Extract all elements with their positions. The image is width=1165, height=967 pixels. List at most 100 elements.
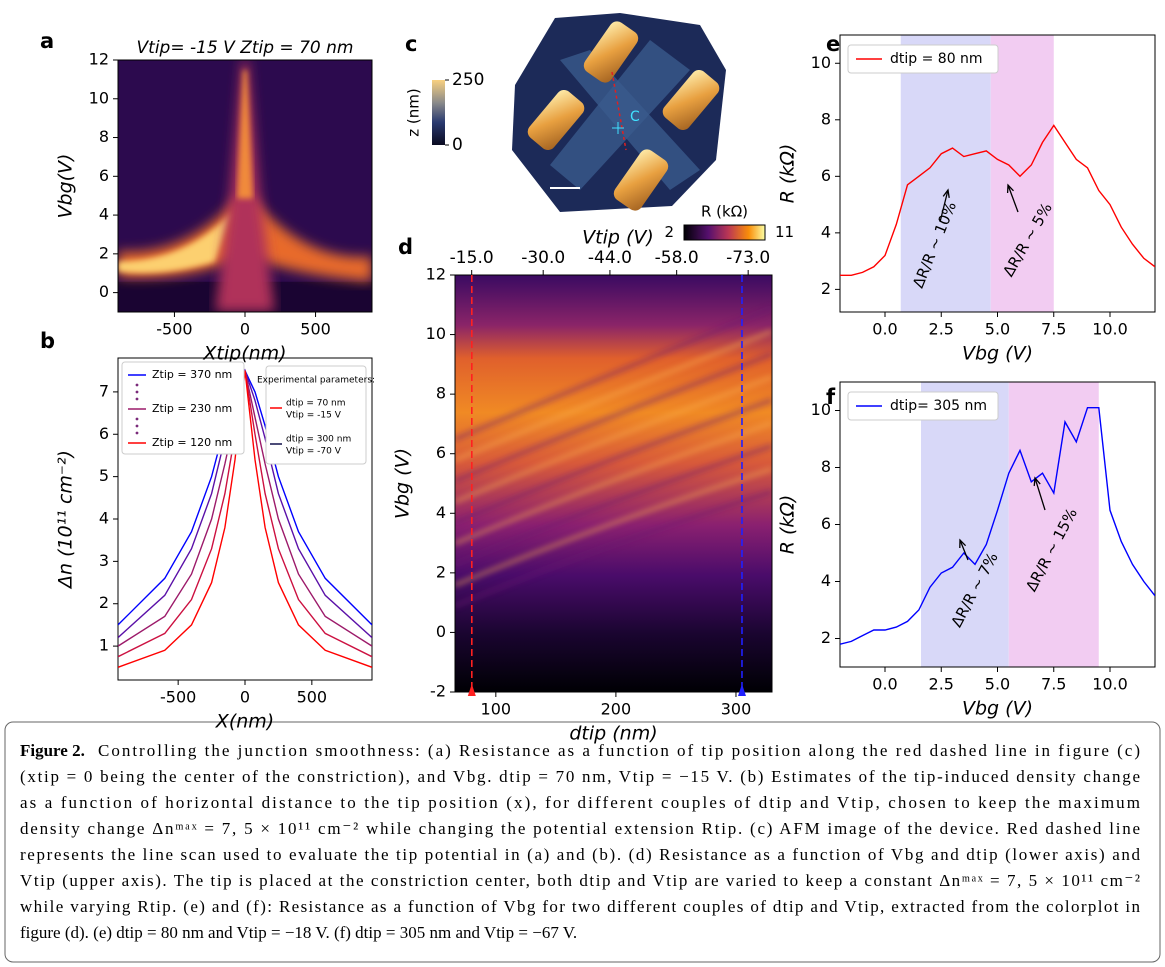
- x-tick-label: -500: [156, 320, 192, 339]
- y-tick-label: 12: [89, 50, 109, 69]
- x-tick-label: 100: [481, 700, 512, 719]
- colorbar-label: R (kΩ): [701, 203, 748, 221]
- caption-line: represents the line scan used to evaluat…: [20, 845, 1140, 864]
- y-tick-label: 10: [811, 53, 831, 72]
- plot-frame: [839, 34, 1156, 313]
- legend-dot: [135, 417, 139, 421]
- heatmap-streak: [455, 329, 772, 462]
- legend-title: Experimental parameters:: [257, 376, 375, 386]
- heatmap-streak: [455, 421, 772, 546]
- caption-line: figure (d). (e) dtip = 80 nm and Vtip = …: [20, 923, 577, 942]
- x-tick-label: 10.0: [1092, 675, 1128, 694]
- caption-line: while varying Rtip. (e) and (f): Resista…: [20, 897, 1141, 916]
- panel-label: f: [826, 385, 836, 409]
- arrow-head: [942, 188, 950, 198]
- legend-box: [847, 44, 999, 74]
- arrow-head: [959, 538, 967, 549]
- caption-line: (xtip = 0 being the center of the constr…: [20, 767, 1140, 786]
- y-tick-label: 6: [436, 443, 446, 462]
- panel-label: e: [826, 32, 840, 56]
- heatmap-bg: [455, 275, 772, 692]
- y-axis-label: Vbg (V): [392, 448, 414, 519]
- y-tick-label: 0: [436, 622, 446, 641]
- heatmap-feature: [118, 211, 233, 273]
- image-annotation: C: [630, 109, 640, 125]
- y-tick-label: 8: [821, 457, 831, 476]
- colorbar-tick-label: 11: [775, 223, 794, 241]
- legend-dot: [135, 424, 139, 428]
- data-line: [840, 407, 1155, 645]
- x-tick-label: 300: [721, 700, 752, 719]
- heatmap-feature: [237, 70, 253, 199]
- marker-arrow: [467, 684, 476, 696]
- caption-box: [4, 721, 1161, 963]
- x-tick-label: 0.0: [872, 675, 897, 694]
- y-tick-label: 7: [99, 381, 109, 400]
- caption-line: Controlling the junction smoothness: (a)…: [98, 741, 1140, 760]
- highlight-span: [1008, 382, 1099, 667]
- y-tick-label: 8: [99, 127, 109, 146]
- y-tick-label: 8: [821, 109, 831, 128]
- x-tick-label: 0: [240, 688, 250, 707]
- x-tick-label: -500: [160, 688, 196, 707]
- y-tick-label: 2: [99, 243, 109, 262]
- legend-label: Ztip = 370 nm: [152, 368, 232, 381]
- annotation-arrow: [939, 189, 949, 223]
- heatmap-streak: [455, 467, 772, 588]
- colorbar-tick-label: 2: [664, 223, 674, 241]
- y-tick-label: 0: [99, 282, 109, 301]
- heatmap-streak: [455, 352, 772, 483]
- x2-tick-label: -73.0: [726, 248, 770, 268]
- heatmap-image: [455, 275, 772, 692]
- x2-axis-label: Vtip (V): [582, 227, 654, 249]
- x2-tick-label: -30.0: [521, 248, 565, 268]
- plot-frame: [117, 357, 373, 681]
- y-tick-label: 10: [811, 400, 831, 419]
- y-tick-label: -2: [430, 682, 446, 701]
- x-axis-label: dtip (nm): [569, 723, 657, 745]
- panel-label: a: [40, 29, 54, 53]
- highlight-span: [900, 35, 991, 312]
- colorbar-label: z (nm): [405, 88, 423, 136]
- colorbar: [683, 224, 766, 241]
- x-tick-label: 0: [240, 320, 250, 339]
- panel-label: d: [398, 235, 413, 259]
- x2-tick-label: -44.0: [588, 248, 632, 268]
- x2-tick-label: -58.0: [655, 248, 699, 268]
- legend-dot: [135, 390, 139, 394]
- plot-frame: [839, 381, 1156, 668]
- heatmap-streak: [455, 306, 772, 442]
- x-tick-label: 5.0: [985, 675, 1010, 694]
- heatmap-image: [118, 60, 372, 312]
- plot-frame: [117, 59, 373, 313]
- legend-label: Ztip = 230 nm: [152, 402, 232, 415]
- caption-line: as a function of horizontal distance to …: [20, 793, 1140, 812]
- x-tick-label: 7.5: [1041, 675, 1066, 694]
- y-tick-label: 10: [426, 324, 446, 343]
- y-tick-label: 1: [99, 636, 109, 655]
- x-tick-label: 0.0: [872, 320, 897, 339]
- colorbar: [432, 80, 445, 145]
- highlight-span: [921, 382, 1009, 667]
- y-tick-label: 4: [821, 222, 831, 241]
- legend-label: dtip = 300 nm: [286, 435, 351, 445]
- arrow-head: [1006, 183, 1014, 194]
- heatmap-streak: [455, 444, 772, 567]
- legend-label: Vtip = -15 V: [286, 411, 342, 421]
- y-tick-label: 4: [436, 503, 446, 522]
- x-axis-label: Xtip(nm): [202, 343, 286, 365]
- legend-box: [265, 365, 367, 465]
- y-tick-label: 6: [99, 424, 109, 443]
- legend-box: [121, 361, 245, 455]
- legend-label: dtip = 80 nm: [890, 51, 983, 67]
- y-axis-label: Vbg(V): [55, 154, 77, 219]
- y-tick-label: 2: [821, 628, 831, 647]
- legend-label: dtip = 70 nm: [286, 399, 346, 409]
- y-tick-label: 6: [821, 166, 831, 185]
- panel-label: c: [405, 32, 417, 56]
- plot-frame: [454, 274, 773, 693]
- y-tick-label: 5: [99, 466, 109, 485]
- y-tick-label: 8: [436, 384, 446, 403]
